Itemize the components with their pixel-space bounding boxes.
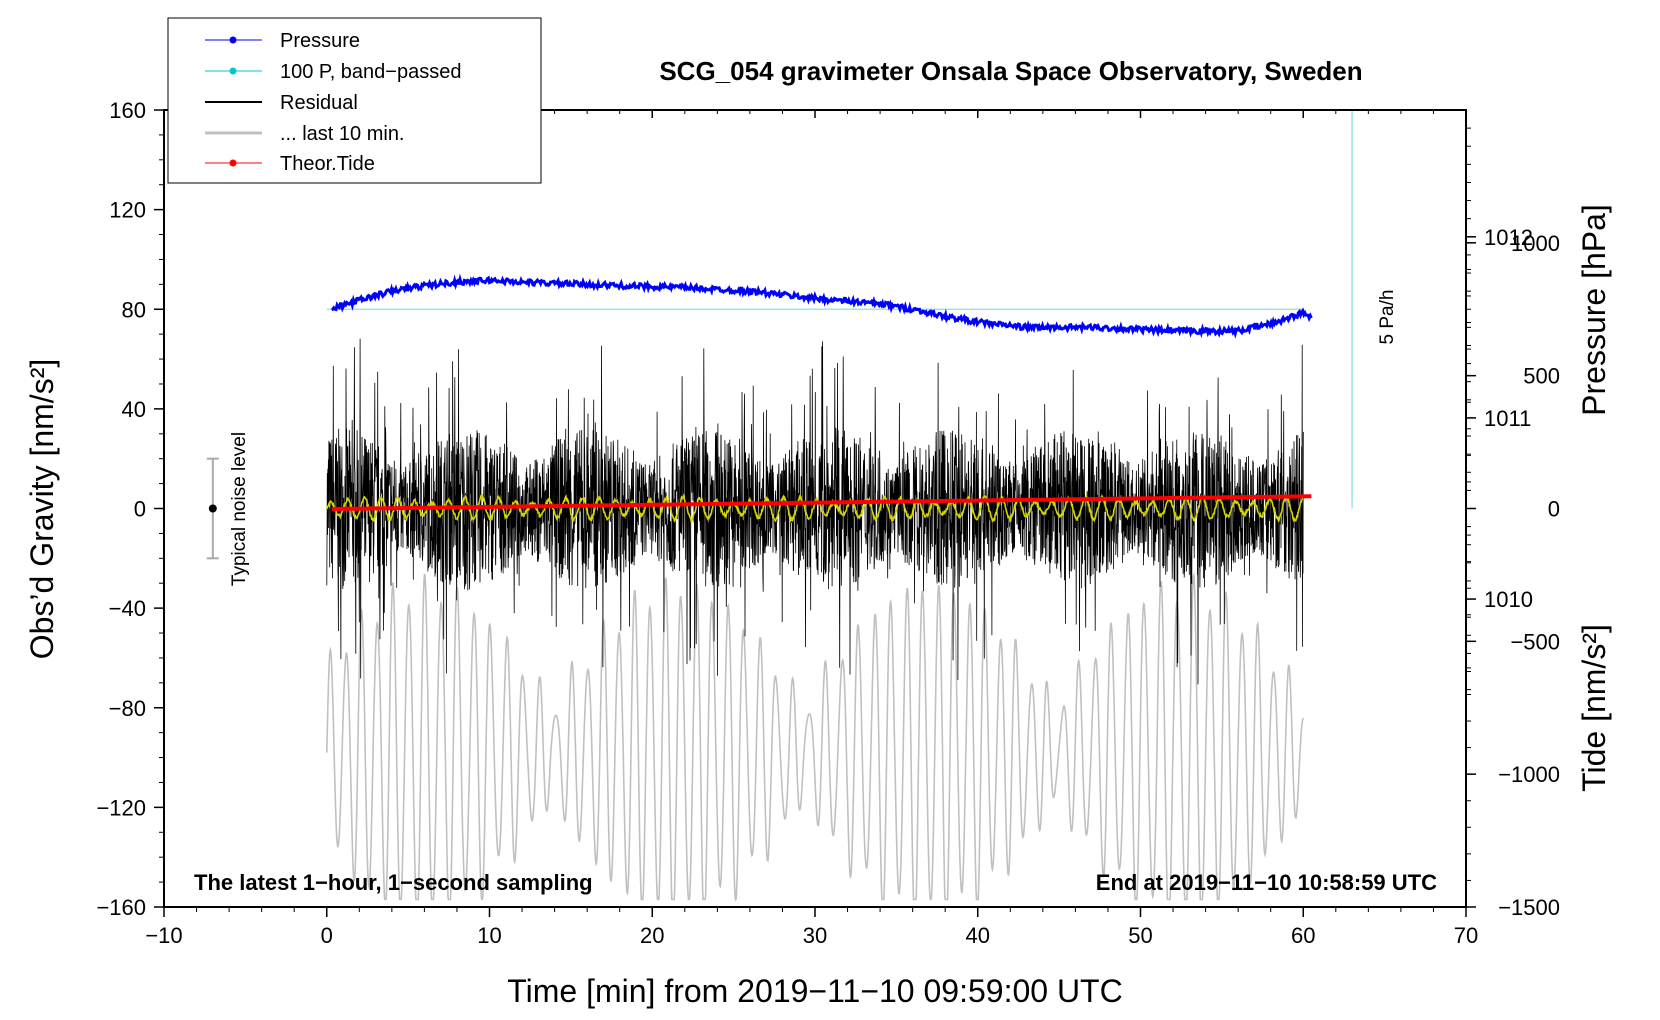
- noise-level-dot: [208, 504, 217, 513]
- legend-item-tide: Theor.Tide: [205, 153, 375, 175]
- plot-frame: [163, 109, 1467, 908]
- y-tick-label-2: 80: [122, 297, 146, 322]
- legend-marker-tide: [229, 159, 237, 167]
- x-tick-label-8: 70: [1454, 923, 1478, 948]
- end-annotation: End at 2019−11−10 10:58:59 UTC: [1096, 870, 1437, 895]
- series-pressure-line: [331, 273, 1313, 339]
- legend-label-pressure: Pressure: [280, 30, 360, 52]
- x-tick-label-0: −10: [145, 923, 182, 948]
- tide-tick-label-4: −1000: [1498, 762, 1560, 787]
- legend-label-residual: Residual: [280, 92, 358, 114]
- tide-tick-label-5: −1500: [1498, 895, 1560, 920]
- y-axis-title-tide: Tide [nm/s²]: [1576, 624, 1612, 792]
- legend-label-last10: ... last 10 min.: [280, 123, 405, 145]
- tide-tick-label-2: 0: [1548, 497, 1560, 522]
- x-tick-label-2: 10: [477, 923, 501, 948]
- legend-box: [167, 17, 542, 184]
- legend-label-tide: Theor.Tide: [280, 153, 375, 175]
- y-tick-label-1: 120: [109, 198, 146, 223]
- y-tick-label-8: −160: [96, 895, 146, 920]
- y-axis-title-pressure: Pressure [hPa]: [1576, 204, 1612, 416]
- legend-marker-pressure: [229, 36, 237, 44]
- chart-title: SCG_054 gravimeter Onsala Space Observat…: [659, 56, 1362, 86]
- tide-tick-label-0: 1000: [1511, 231, 1560, 256]
- series-theor-tide-line: [331, 494, 1312, 511]
- x-tick-label-3: 20: [640, 923, 664, 948]
- x-tick-label-1: 0: [321, 923, 333, 948]
- legend-item-last10: ... last 10 min.: [205, 123, 405, 145]
- y-tick-label-0: 160: [109, 98, 146, 123]
- series-residual-line: [326, 338, 1304, 685]
- x-tick-label-4: 30: [803, 923, 827, 948]
- pressure-tick-label-2: 1010: [1484, 587, 1533, 612]
- pressure-tick-label-1: 1011: [1484, 406, 1531, 431]
- x-tick-label-5: 40: [966, 923, 990, 948]
- legend-marker-band-passed: [229, 67, 237, 75]
- tide-tick-label-1: 500: [1523, 364, 1560, 389]
- legend-item-pressure: Pressure: [205, 30, 360, 52]
- y-axis-title-left: Obs’d Gravity [nm/s²]: [24, 359, 60, 660]
- y-tick-label-6: −80: [109, 696, 146, 721]
- series-layer: [206, 110, 1353, 902]
- tide-tick-label-3: −500: [1510, 629, 1560, 654]
- y-tick-label-4: 0: [134, 497, 146, 522]
- legend-item-residual: Residual: [205, 92, 358, 114]
- noise-level-label: Typical noise level: [229, 432, 250, 586]
- pressure-rate-label: 5 Pa/h: [1377, 290, 1398, 345]
- x-axis-title: Time [min] from 2019−11−10 09:59:00 UTC: [507, 973, 1122, 1009]
- pressure-tick-label-0: 1012: [1484, 225, 1533, 250]
- legend: Pressure 100 P, band−passed Residual ...…: [167, 17, 542, 184]
- x-tick-label-7: 60: [1291, 923, 1315, 948]
- legend-label-band-passed: 100 P, band−passed: [280, 61, 461, 83]
- legend-item-band-passed: 100 P, band−passed: [205, 61, 461, 83]
- y-tick-label-3: 40: [122, 397, 146, 422]
- y-tick-label-7: −120: [96, 795, 146, 820]
- series-last-10-min-line: [326, 572, 1305, 902]
- latest-annotation: The latest 1−hour, 1−second sampling: [194, 870, 593, 895]
- x-tick-label-6: 50: [1128, 923, 1152, 948]
- y-tick-label-5: −40: [109, 596, 146, 621]
